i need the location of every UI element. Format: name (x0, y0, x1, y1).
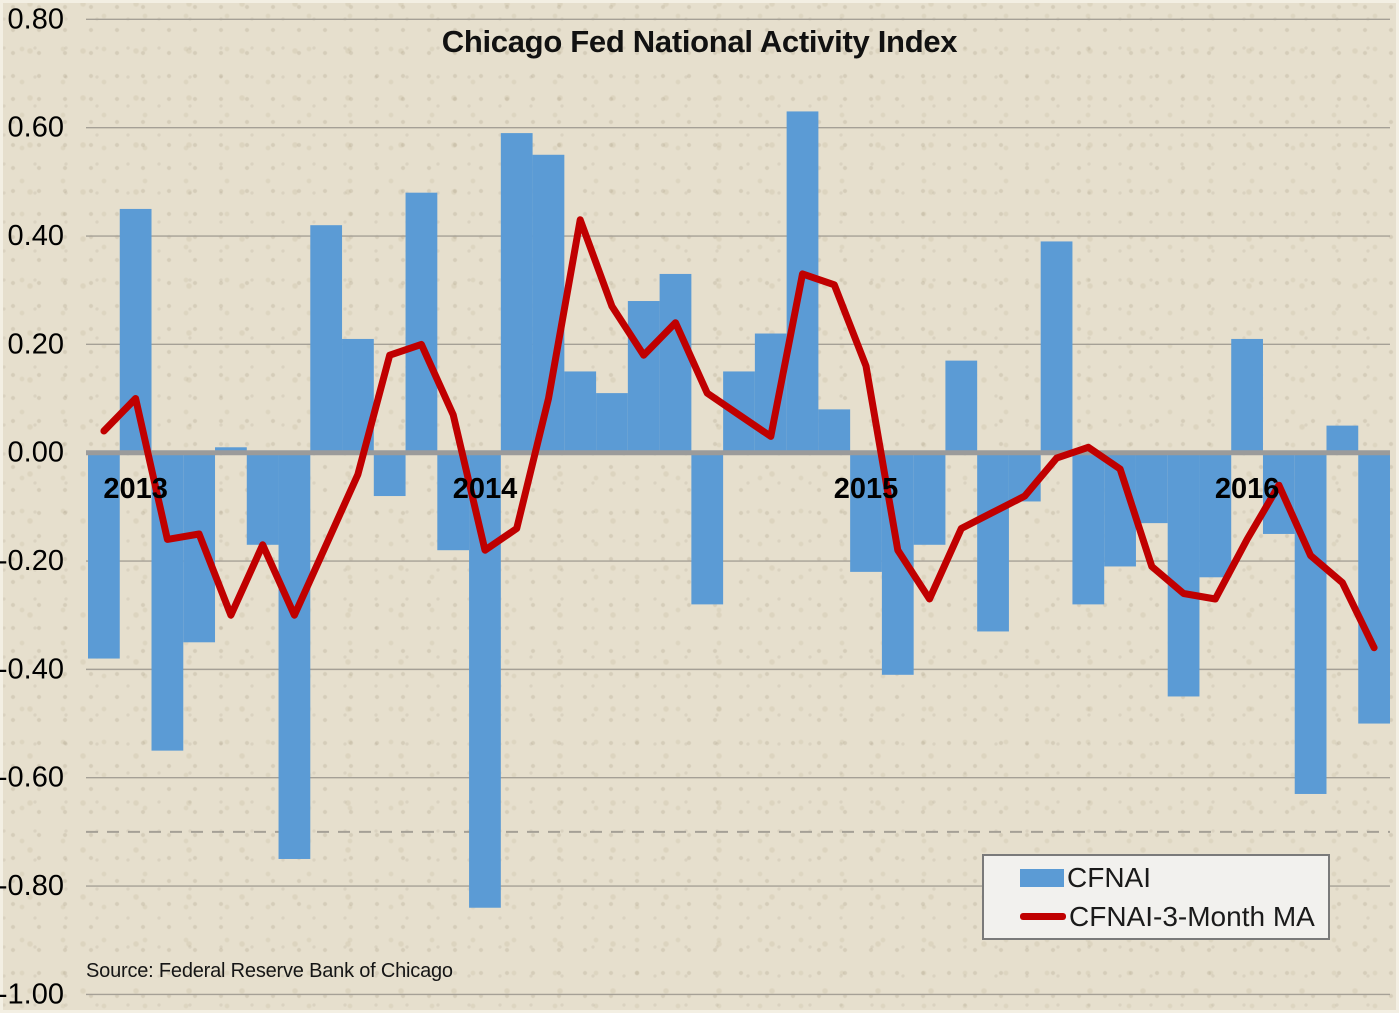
year-label-2016: 2016 (1215, 473, 1280, 505)
bar-2015-03 (913, 452, 946, 545)
y-tick-label: -1.00 (0, 978, 64, 1010)
bar-2014-07 (659, 273, 692, 453)
bar-2016-01 (1231, 338, 1263, 453)
x-axis-year-labels: 2013 2014 2015 2016 (103, 473, 1279, 505)
cfnai-bars-series (88, 111, 1390, 908)
y-tick-label: 0.00 (8, 437, 64, 469)
year-label-2013: 2013 (103, 473, 168, 505)
y-tick-label: 0.80 (8, 3, 64, 35)
year-label-2015: 2015 (834, 473, 899, 505)
bar-2013-10 (373, 452, 406, 497)
bar-2015-05 (977, 452, 1009, 632)
y-tick-label: 0.40 (8, 220, 64, 252)
bar-2015-08 (1072, 452, 1105, 605)
bar-2015-04 (945, 360, 978, 453)
y-tick-label: -0.40 (0, 653, 64, 685)
bar-2014-12 (818, 409, 851, 453)
y-tick-label: 0.60 (8, 112, 64, 144)
bar-2013-06 (246, 452, 279, 545)
y-tick-label: -0.20 (0, 545, 64, 577)
chart-title: Chicago Fed National Activity Index (441, 24, 958, 59)
bar-2014-04 (564, 371, 597, 453)
bar-2015-11 (1167, 452, 1200, 697)
bar-2016-04 (1326, 425, 1359, 453)
legend-item-ma: CFNAI-3-Month MA (1020, 901, 1328, 933)
bar-2014-02 (500, 133, 533, 453)
bar-2013-02 (119, 208, 152, 453)
bar-2015-10 (1135, 452, 1168, 524)
legend-label-ma: CFNAI-3-Month MA (1069, 900, 1315, 932)
year-label-2014: 2014 (453, 473, 518, 505)
bar-2015-01 (850, 452, 882, 572)
bar-2013-08 (310, 225, 343, 453)
y-tick-label: -0.60 (0, 762, 64, 794)
bar-2013-04 (183, 452, 216, 643)
y-axis-tick-labels: 0.80 0.60 0.40 0.20 0.00 -0.20 -0.40 -0.60 -0.80… (0, 3, 64, 1010)
legend-box: CFNAI CFNAI-3-Month MA (982, 854, 1330, 940)
bar-2014-06 (627, 301, 660, 453)
source-note: Source: Federal Reserve Bank of Chicago (86, 960, 453, 982)
y-tick-label: -0.80 (0, 870, 64, 902)
bar-2015-12 (1199, 452, 1232, 578)
bar-2015-07 (1040, 241, 1073, 453)
legend-item-cfnai: CFNAI (1020, 862, 1328, 894)
bar-2013-05 (215, 447, 247, 453)
bar-2016-03 (1294, 452, 1327, 794)
bar-2014-01 (469, 452, 501, 908)
y-tick-label: 0.20 (8, 328, 64, 360)
ma-line-swatch (1020, 913, 1066, 920)
bar-2013-11 (405, 192, 438, 453)
bar-2014-08 (691, 452, 724, 605)
ma-line-series (100, 216, 1378, 652)
bar-2013-01 (88, 452, 120, 659)
bar-2013-07 (278, 452, 311, 859)
bar-2014-05 (596, 393, 628, 453)
legend-label-cfnai: CFNAI (1067, 861, 1151, 893)
cfnai-bar-swatch (1020, 868, 1064, 887)
bar-2016-05 (1358, 452, 1390, 724)
ma-polyline (100, 216, 1378, 652)
